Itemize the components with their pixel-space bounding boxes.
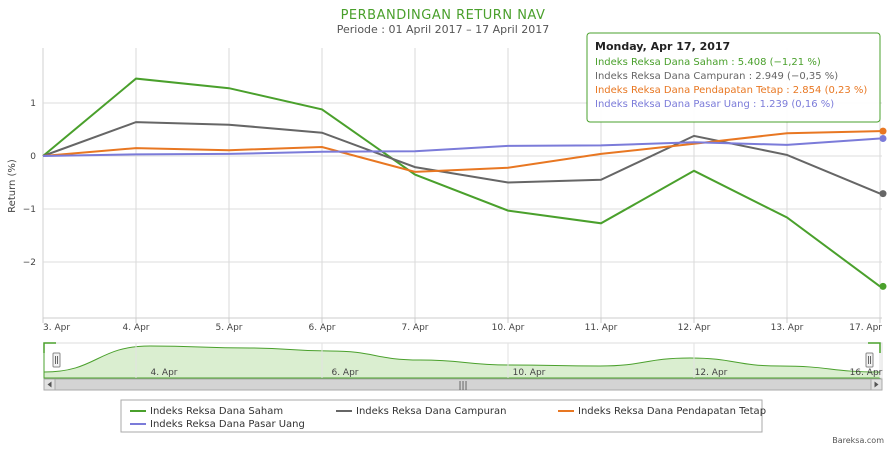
x-tick-label: 7. Apr <box>401 323 428 333</box>
x-tick-label: 17. Apr <box>849 323 882 333</box>
tooltip-line: Indeks Reksa Dana Campuran : 2.949 (−0,3… <box>595 71 838 82</box>
x-tick-label: 11. Apr <box>585 323 618 333</box>
legend-label[interactable]: Indeks Reksa Dana Pendapatan Tetap <box>578 406 766 417</box>
scrollbar[interactable]: ||| <box>43 378 883 391</box>
navigator-grid <box>135 343 881 378</box>
tooltip: Monday, Apr 17, 2017 Indeks Reksa Dana S… <box>586 32 881 123</box>
series-line[interactable] <box>42 121 881 195</box>
tooltip-line: Indeks Reksa Dana Pendapatan Tetap : 2.8… <box>595 85 867 96</box>
plot-grid <box>42 48 882 319</box>
legend-item[interactable]: Indeks Reksa Dana Campuran <box>336 406 507 417</box>
x-tick-label: 5. Apr <box>215 323 242 333</box>
legend-item[interactable]: Indeks Reksa Dana Pendapatan Tetap <box>558 406 766 417</box>
navigator-handle-left-body[interactable] <box>52 352 61 368</box>
series-endpoint-marker[interactable] <box>879 190 887 198</box>
series-endpoint-marker[interactable] <box>879 282 887 290</box>
y-axis-title: Return (%) <box>7 159 18 213</box>
chart-subtitle: Periode : 01 April 2017 – 17 April 2017 <box>337 23 550 36</box>
y-axis-ticks: 1 0 −1 −2 <box>23 99 37 268</box>
x-tick-label: 10. Apr <box>492 323 525 333</box>
chart-title: PERBANDINGAN RETURN NAV <box>341 8 546 23</box>
series-endpoint-marker[interactable] <box>879 135 887 142</box>
navigator-handle-right-grip <box>868 356 871 364</box>
scroll-right-arrow-icon <box>874 381 879 388</box>
navigator-handle-left[interactable] <box>52 352 61 368</box>
legend-item[interactable]: Indeks Reksa Dana Saham <box>130 406 283 417</box>
legend-label[interactable]: Indeks Reksa Dana Pasar Uang <box>150 419 305 430</box>
x-tick-label: 13. Apr <box>771 323 804 333</box>
series-line[interactable] <box>42 77 881 288</box>
series-line[interactable] <box>42 130 881 173</box>
navigator-area <box>43 345 881 379</box>
plot-series[interactable] <box>42 77 887 290</box>
series-endpoint-marker[interactable] <box>879 127 887 135</box>
x-tick-label: 6. Apr <box>308 323 335 333</box>
navigator-ticks: 4. Apr 6. Apr 10. Apr 12. Apr 16. Apr <box>150 368 882 378</box>
legend: Indeks Reksa Dana Saham Indeks Reksa Dana… <box>120 399 766 433</box>
navigator-handle-left-grip <box>55 356 58 364</box>
x-tick-label: 3. Apr <box>43 323 70 333</box>
navigator-tick-label: 16. Apr <box>850 368 883 378</box>
y-tick-label: −1 <box>23 205 36 215</box>
navigator-tick-label: 4. Apr <box>150 368 177 378</box>
scroll-left-arrow-icon <box>47 381 52 388</box>
legend-item[interactable]: Indeks Reksa Dana Pasar Uang <box>130 419 305 430</box>
x-tick-label: 4. Apr <box>122 323 149 333</box>
x-axis-ticks: 3. Apr 4. Apr 5. Apr 6. Apr 7. Apr 10. Apr 11.… <box>42 318 882 333</box>
tooltip-header: Monday, Apr 17, 2017 <box>595 40 730 53</box>
tooltip-line: Indeks Reksa Dana Saham : 5.408 (−1,21 %… <box>595 57 821 68</box>
navigator-outline-right <box>868 342 881 353</box>
y-tick-label: 0 <box>30 152 36 162</box>
tooltip-lines: Indeks Reksa Dana Saham : 5.408 (−1,21 %… <box>595 57 867 110</box>
tooltip-line: Indeks Reksa Dana Pasar Uang : 1.239 (0,… <box>595 99 834 110</box>
navigator-tick-label: 6. Apr <box>331 368 358 378</box>
legend-items[interactable]: Indeks Reksa Dana Saham Indeks Reksa Dana… <box>130 406 766 430</box>
chart-credit[interactable]: Bareksa.com <box>832 436 884 445</box>
legend-label[interactable]: Indeks Reksa Dana Campuran <box>356 406 507 417</box>
navigator[interactable]: 4. Apr 6. Apr 10. Apr 12. Apr 16. Apr <box>43 342 883 379</box>
navigator-tick-label: 12. Apr <box>695 368 728 378</box>
series-line[interactable] <box>42 137 881 157</box>
navigator-handle-right-body[interactable] <box>865 352 874 368</box>
y-tick-label: −2 <box>23 258 36 268</box>
legend-box <box>120 399 763 433</box>
y-tick-label: 1 <box>30 99 36 109</box>
legend-label[interactable]: Indeks Reksa Dana Saham <box>150 406 283 417</box>
tooltip-box <box>586 32 881 123</box>
x-tick-label: 12. Apr <box>678 323 711 333</box>
navigator-tick-label: 10. Apr <box>513 368 546 378</box>
navigator-outline-left <box>43 342 56 353</box>
scrollbar-grip: ||| <box>458 381 467 391</box>
navigator-handle-right[interactable] <box>865 352 874 368</box>
